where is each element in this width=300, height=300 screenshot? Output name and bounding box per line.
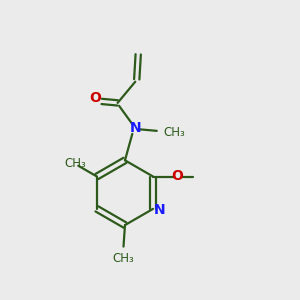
Text: N: N xyxy=(130,121,141,135)
Text: CH₃: CH₃ xyxy=(164,126,186,139)
Text: O: O xyxy=(171,169,183,184)
Text: CH₃: CH₃ xyxy=(64,158,86,170)
Text: CH₃: CH₃ xyxy=(112,252,134,265)
Text: O: O xyxy=(89,92,101,106)
Text: N: N xyxy=(154,203,165,217)
